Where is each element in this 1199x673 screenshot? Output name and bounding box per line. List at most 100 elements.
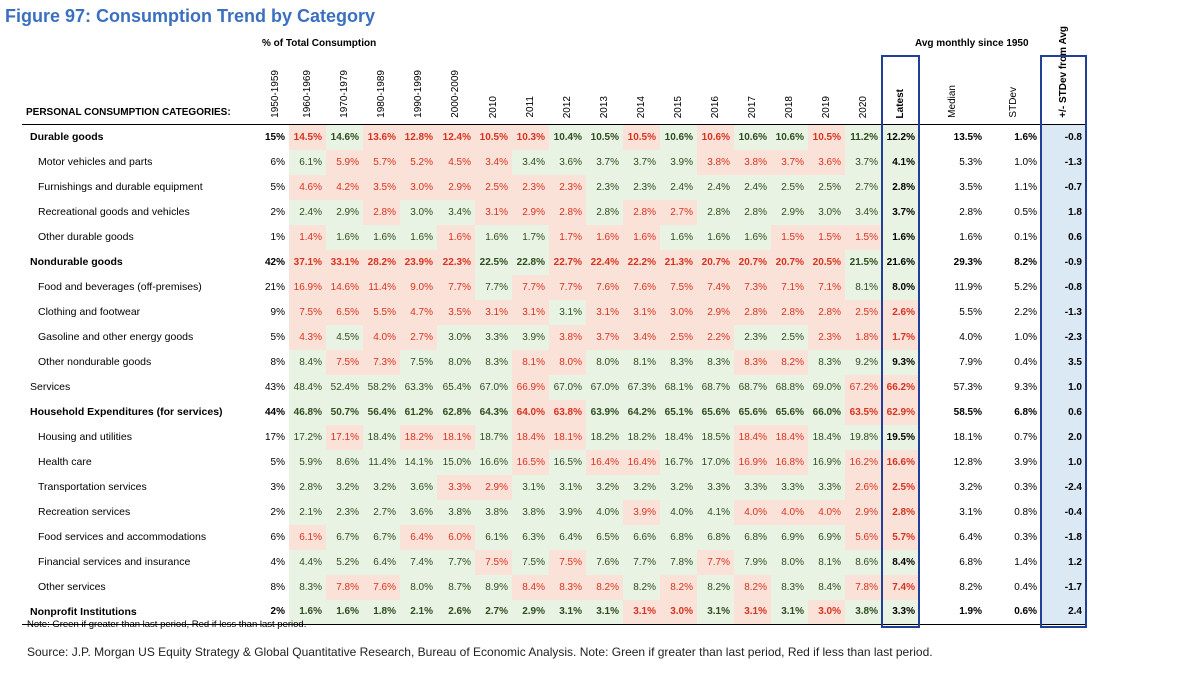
table-cell: 15% — [264, 131, 285, 143]
table-cell: 6.9% — [808, 524, 845, 550]
table-cell: 2.9% — [771, 199, 808, 225]
table-cell: 5.2% — [1014, 281, 1037, 293]
table-cell: 3.0% — [660, 599, 697, 625]
table-cell: 7.7% — [623, 549, 660, 575]
table-cell: 3.2% — [623, 474, 660, 500]
table-cell: 16.8% — [771, 449, 808, 475]
table-cell: 0.3% — [1014, 531, 1037, 543]
table-cell: 57.3% — [953, 381, 982, 393]
table-cell: 1.6% — [734, 224, 771, 250]
table-cell: 3.6% — [400, 474, 437, 500]
table-cell: 2.3% — [623, 174, 660, 200]
table-cell: 46.8% — [289, 399, 326, 425]
table-cell: 5.9% — [289, 449, 326, 475]
table-cell: 7.7% — [475, 274, 512, 300]
table-cell: 2.3% — [586, 174, 623, 200]
table-cell: 1.6% — [959, 231, 982, 243]
table-cell: 10.5% — [475, 124, 512, 150]
table-cell: 67.0% — [475, 374, 512, 400]
table-cell: 2.6% — [845, 474, 882, 500]
row-label: Durable goods — [30, 131, 104, 144]
table-cell: 1.8% — [363, 599, 400, 625]
table-cell: -0.8 — [1041, 274, 1086, 300]
table-cell: 1.6% — [363, 224, 400, 250]
table-cell: 2.7% — [363, 499, 400, 525]
table-cell: 10.4% — [549, 124, 586, 150]
table-cell: 18.4% — [771, 424, 808, 450]
table-cell: 3.8% — [549, 324, 586, 350]
table-cell: 4.3% — [289, 324, 326, 350]
table-cell: 28.2% — [363, 249, 400, 275]
column-header: 2019 — [808, 52, 845, 125]
table-cell: 17.1% — [326, 424, 363, 450]
table-cell: 3.2% — [363, 474, 400, 500]
table-cell: 64.3% — [475, 399, 512, 425]
table-cell: 9% — [270, 306, 285, 318]
table-cell: 1.7% — [549, 224, 586, 250]
table-cell: 2.6% — [437, 599, 475, 625]
table-cell: 7.5% — [400, 349, 437, 375]
table-cell: 18.1% — [437, 424, 475, 450]
column-header: 1970-1979 — [326, 52, 363, 125]
table-cell: 8% — [270, 581, 285, 593]
table-cell: 3.7% — [771, 149, 808, 175]
table-cell: 67.2% — [845, 374, 882, 400]
column-header: 2014 — [623, 52, 660, 125]
table-cell: 2.8% — [697, 199, 734, 225]
table-cell: 16.7% — [660, 449, 697, 475]
table-cell: 18.7% — [475, 424, 512, 450]
table-cell: 5.7% — [882, 524, 919, 550]
table-cell: 68.8% — [771, 374, 808, 400]
table-cell: 3.3% — [771, 474, 808, 500]
table-cell: 2.8% — [549, 199, 586, 225]
table-cell: 13.6% — [363, 124, 400, 150]
table-cell: 8.0% — [437, 349, 475, 375]
table-cell: 16.5% — [512, 449, 549, 475]
table-cell: 3.8% — [734, 149, 771, 175]
table-cell: 5% — [270, 456, 285, 468]
table-cell: 58.2% — [363, 374, 400, 400]
table-cell: 67.0% — [549, 374, 586, 400]
column-header: Median — [919, 52, 986, 125]
table-cell: 3.2% — [326, 474, 363, 500]
row-label: Other services — [38, 581, 106, 593]
table-cell: 7.7% — [512, 274, 549, 300]
table-cell: 65.6% — [771, 399, 808, 425]
table-cell: 67.3% — [623, 374, 660, 400]
table-cell: 10.3% — [512, 124, 549, 150]
table-cell: 1.5% — [845, 224, 882, 250]
table-cell: 6.4% — [363, 549, 400, 575]
column-header: 2011 — [512, 52, 549, 125]
table-cell: 7.5% — [475, 549, 512, 575]
table-cell: 6.3% — [512, 524, 549, 550]
table-cell: 1.0% — [1014, 331, 1037, 343]
table-cell: 5% — [270, 181, 285, 193]
table-row: Services 43% 48.4% 52.4% 58.2% 63.3% 65.4% 67.0… — [22, 374, 1151, 400]
table-cell: 0.8% — [1014, 506, 1037, 518]
table-cell: 19.5% — [882, 424, 919, 450]
table-cell: 62.9% — [882, 399, 919, 425]
table-row: Motor vehicles and parts 6% 6.1% 5.9% 5.7% 5.… — [22, 149, 1151, 175]
table-cell: 3.1% — [549, 474, 586, 500]
table-cell: 2.2% — [697, 324, 734, 350]
table-cell: 11.4% — [363, 449, 400, 475]
row-label: Nonprofit Institutions — [22, 599, 262, 625]
row-label: Furnishings and durable equipment — [38, 181, 203, 193]
table-cell: 7.8% — [326, 574, 363, 600]
table-cell: 7.5% — [326, 349, 363, 375]
table-cell: 12.4% — [437, 124, 475, 150]
table-cell: 1.1% — [1014, 181, 1037, 193]
table-cell: 3.7% — [586, 324, 623, 350]
table-cell: 8.3% — [734, 349, 771, 375]
table-cell: 18.2% — [400, 424, 437, 450]
table-cell: -1.8 — [1041, 524, 1086, 550]
table-cell: 65.6% — [697, 399, 734, 425]
table-cell: 22.5% — [475, 249, 512, 275]
table-cell: 1.6% — [623, 224, 660, 250]
table-cell: 6.8% — [1014, 406, 1037, 418]
table-cell: 3.4% — [512, 149, 549, 175]
table-cell: 6.8% — [697, 524, 734, 550]
table-cell: 9.3% — [1014, 381, 1037, 393]
table-cell: 12.8% — [400, 124, 437, 150]
table-cell: 65.1% — [660, 399, 697, 425]
